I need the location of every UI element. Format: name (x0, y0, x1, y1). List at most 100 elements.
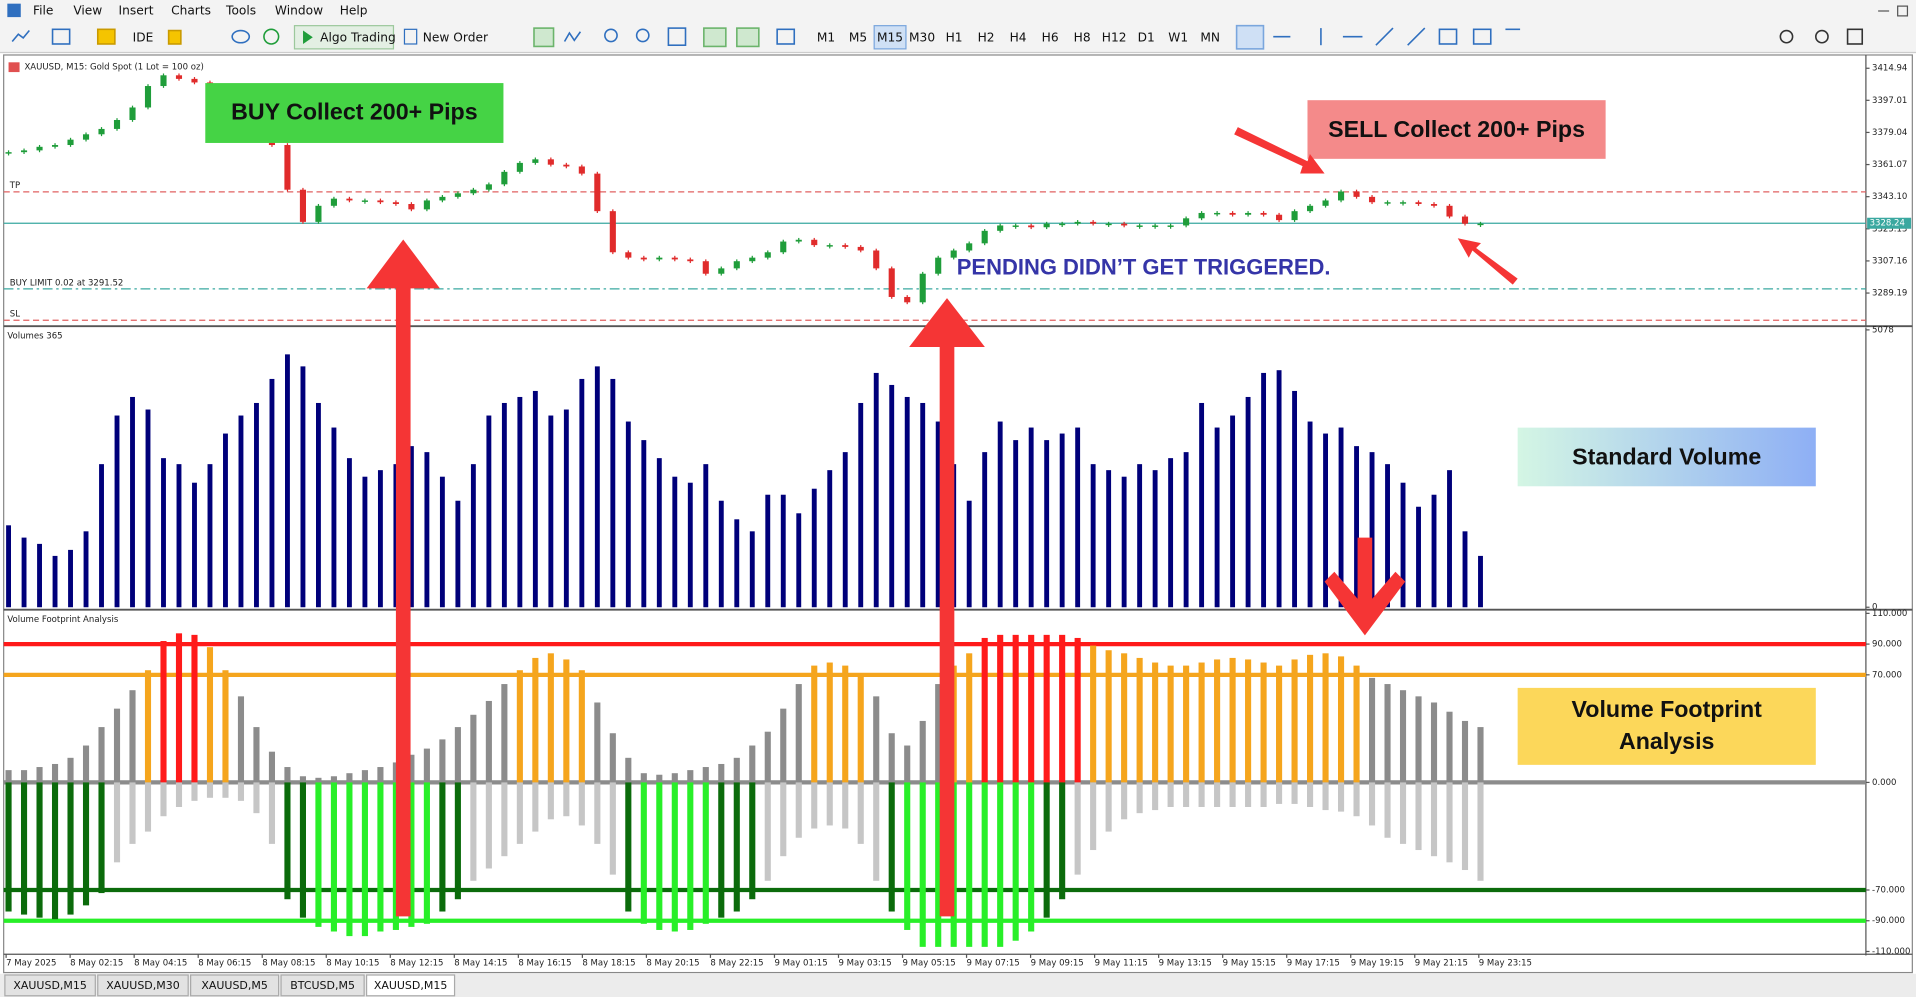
volume-bar (749, 531, 755, 608)
screenshot-icon[interactable] (776, 28, 796, 45)
volume-bar (1168, 458, 1174, 608)
signals-icon[interactable] (263, 28, 280, 45)
timeframe[interactable]: M5 (849, 30, 867, 44)
volume-bar (176, 464, 182, 608)
timeframe[interactable]: M15 (877, 30, 903, 44)
volume-bar (21, 537, 27, 608)
cursor-icon[interactable] (1235, 24, 1265, 50)
timeframe[interactable]: H6 (1042, 30, 1059, 44)
volume-bar (1478, 555, 1483, 608)
timeframe[interactable]: H1 (946, 30, 963, 44)
volume-bar (733, 757, 740, 783)
lock-icon[interactable] (167, 29, 182, 45)
volume-bar (160, 641, 167, 783)
volume-bar (83, 531, 89, 608)
volume-bar (330, 782, 337, 932)
tab-label[interactable]: XAUUSD,M15 (13, 979, 87, 992)
volume-bar (1261, 372, 1267, 608)
autoscroll-icon[interactable] (703, 27, 727, 48)
tab-label[interactable]: BTCUSD,M5 (290, 979, 355, 992)
timeframe[interactable]: M1 (817, 30, 835, 44)
volume-bar (579, 378, 585, 608)
tab-label[interactable]: XAUUSD,M15 (374, 979, 448, 992)
time-label: 8 May 22:15 (710, 958, 763, 968)
volume-bar (1307, 782, 1314, 808)
zoom-in[interactable] (604, 28, 618, 43)
tab[interactable] (4, 974, 96, 997)
volume-bar (1090, 782, 1097, 851)
menu-item[interactable]: File (33, 3, 53, 17)
volume-bar (718, 782, 725, 918)
volume-bar (640, 782, 647, 924)
volume-bar (1090, 464, 1096, 608)
volume-bar (516, 670, 523, 783)
tab-label[interactable]: XAUUSD,M30 (106, 979, 180, 992)
fibo-icon[interactable] (1438, 28, 1458, 45)
settings-icon[interactable] (1846, 28, 1864, 45)
menu-item[interactable]: Insert (119, 3, 154, 17)
channel-icon[interactable] (1407, 27, 1426, 46)
shapes-icon[interactable] (1472, 28, 1492, 45)
standard-volume-box (1517, 427, 1816, 487)
account-icon[interactable] (1815, 29, 1829, 44)
candle (764, 252, 771, 258)
time-label: 8 May 02:15 (70, 958, 123, 968)
algo-trading-label[interactable]: Algo Trading (320, 30, 396, 44)
candles-icon[interactable] (533, 27, 555, 48)
timeframe[interactable]: H4 (1010, 30, 1027, 44)
volume-bar (749, 745, 756, 783)
volume-bar (563, 782, 570, 817)
chart-icon[interactable] (11, 30, 30, 43)
volume-bar (1337, 782, 1345, 812)
volume-bar (1012, 634, 1019, 783)
volume-bar (1415, 696, 1422, 783)
market-icon[interactable] (96, 28, 116, 45)
candle (1415, 202, 1422, 205)
menu-item[interactable]: View (73, 3, 102, 17)
menu-item[interactable]: Help (340, 3, 368, 17)
volume-bar (67, 782, 74, 915)
menu-item[interactable]: Window (275, 3, 323, 17)
volume-bar (67, 757, 74, 783)
volume-bar (1477, 727, 1484, 783)
volume-bar (1183, 452, 1189, 608)
volume-bar (780, 494, 786, 608)
tab[interactable] (365, 974, 456, 997)
chart-type-icon[interactable] (51, 28, 71, 45)
volume-bar (780, 708, 787, 783)
menu-item[interactable]: Tools (225, 3, 256, 17)
zoom-out[interactable] (635, 28, 650, 43)
timeframe[interactable]: D1 (1138, 30, 1155, 44)
line-icon[interactable] (563, 31, 582, 42)
volume-bar (470, 782, 477, 881)
time-label: 8 May 06:15 (198, 958, 251, 968)
new-order-label[interactable]: New Order (423, 30, 489, 44)
timeframe[interactable]: MN (1200, 30, 1220, 44)
timeframe[interactable]: H12 (1102, 30, 1127, 44)
tab[interactable] (280, 974, 365, 997)
shift-icon[interactable] (736, 27, 760, 48)
volume-bar (114, 415, 120, 608)
trendline-icon[interactable] (1375, 27, 1394, 46)
candle (1384, 202, 1391, 204)
volume-bar (935, 421, 941, 608)
timeframe[interactable]: H8 (1074, 30, 1091, 44)
timeframe[interactable]: H2 (978, 30, 995, 44)
menu-item[interactable]: Charts (171, 3, 211, 17)
volume-bar (656, 458, 662, 608)
tab[interactable] (190, 974, 280, 997)
cloud-icon[interactable] (231, 29, 251, 44)
maximize[interactable] (1897, 5, 1909, 17)
time-label: 9 May 15:15 (1223, 958, 1276, 968)
volume-bar (299, 782, 306, 918)
tab[interactable] (97, 974, 189, 997)
search-icon[interactable] (1779, 29, 1794, 44)
timeframe[interactable]: W1 (1168, 30, 1188, 44)
volume-bar (68, 549, 73, 608)
algo-trading-button[interactable] (293, 25, 395, 50)
timeframe[interactable]: M30 (909, 30, 935, 44)
tab-label[interactable]: XAUUSD,M5 (201, 979, 268, 992)
ide-label[interactable]: IDE (133, 30, 154, 44)
grid-icon[interactable] (667, 27, 687, 47)
volume-bar (1337, 656, 1345, 783)
